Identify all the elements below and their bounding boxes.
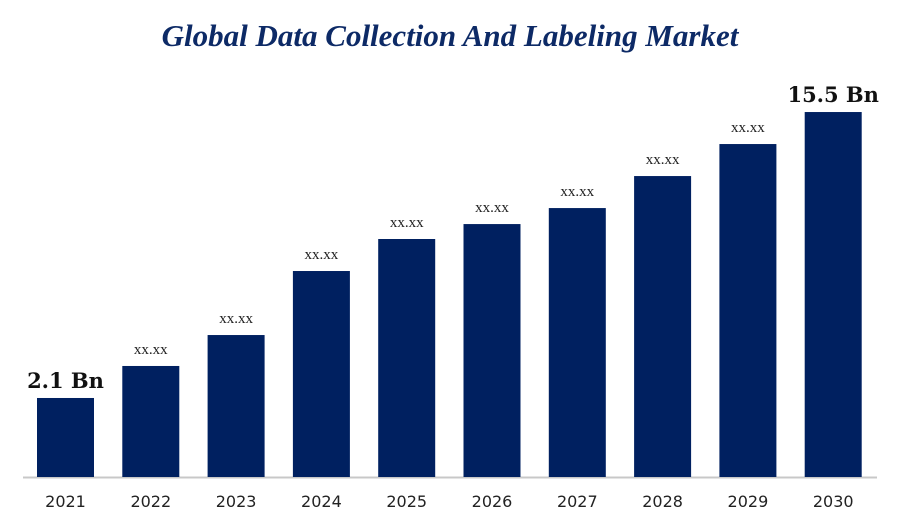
- bar-2027: [548, 208, 606, 477]
- data-label: xx.xx: [390, 215, 424, 231]
- bar-2026: [463, 224, 521, 477]
- x-tick-label: 2029: [728, 492, 769, 511]
- data-label: xx.xx: [475, 200, 509, 216]
- x-tick-label: 2024: [301, 492, 342, 511]
- x-tick-label: 2030: [813, 492, 854, 511]
- x-tick-label: 2028: [642, 492, 683, 511]
- bar-2029: [719, 144, 777, 478]
- bar-2022: [122, 365, 180, 477]
- bar-2023: [207, 335, 265, 477]
- bar-2028: [634, 176, 692, 478]
- data-label: xx.xx: [305, 247, 339, 263]
- x-tick-label: 2027: [557, 492, 598, 511]
- bar-2025: [378, 239, 436, 477]
- x-tick-label: 2022: [130, 492, 171, 511]
- data-label: 15.5 Bn: [787, 82, 878, 107]
- data-label: xx.xx: [560, 184, 594, 200]
- x-tick-label: 2025: [386, 492, 427, 511]
- data-label: xx.xx: [646, 152, 680, 168]
- bar-2030: [804, 112, 862, 477]
- x-tick-label: 2023: [216, 492, 257, 511]
- data-label: xx.xx: [134, 342, 168, 358]
- x-tick-label: 2026: [472, 492, 513, 511]
- data-label: xx.xx: [219, 311, 253, 327]
- data-label: xx.xx: [731, 120, 765, 136]
- bar-2024: [292, 271, 350, 477]
- data-label: 2.1 Bn: [27, 368, 104, 393]
- bar-2021: [37, 397, 94, 477]
- chart-title: Global Data Collection And Labeling Mark…: [161, 18, 739, 53]
- x-tick-label: 2021: [45, 492, 86, 511]
